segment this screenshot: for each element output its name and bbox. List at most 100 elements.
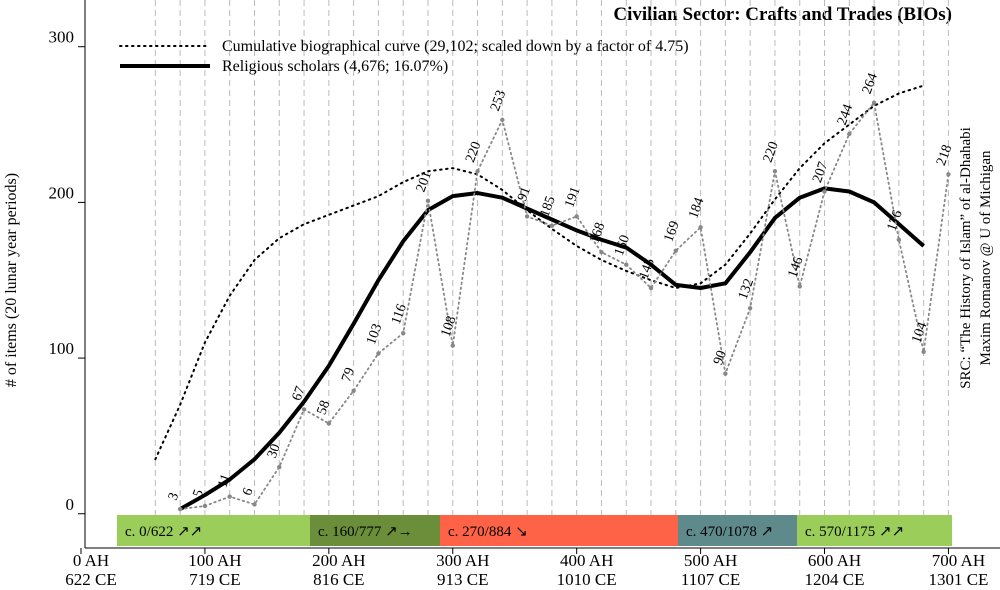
data-label: 132 — [736, 277, 757, 302]
data-point — [277, 464, 282, 470]
data-label: 220 — [463, 140, 484, 165]
data-point — [326, 421, 332, 426]
period-band — [117, 515, 310, 546]
series-line — [179, 100, 950, 510]
data-point — [549, 223, 555, 228]
data-point — [475, 169, 480, 174]
data-point — [871, 100, 877, 105]
data-label: 191 — [513, 185, 534, 210]
data-label: 145 — [637, 257, 658, 282]
data-point — [450, 343, 455, 348]
data-point — [351, 388, 356, 393]
data-label: 6 — [240, 486, 256, 498]
data-label: 184 — [686, 196, 707, 221]
data-point — [946, 172, 951, 177]
data-label: 185 — [538, 194, 559, 219]
x-tick-label: 200 AH — [312, 551, 365, 570]
x-tick-label: 100 AH — [188, 551, 241, 570]
period-label: c. 160/777 ↗→ — [318, 524, 413, 540]
x-tick-label-ce: 622 CE — [65, 570, 116, 589]
data-point — [624, 262, 629, 267]
data-point — [698, 225, 703, 230]
data-label: 30 — [265, 442, 284, 460]
legend-label: Religious scholars (4,676; 16.07%) — [222, 58, 448, 75]
x-tick-label: 700 AH — [932, 551, 985, 570]
y-axis-label: # of items (20 lunar year periods) — [3, 173, 20, 387]
y-tick-label: 300 — [49, 28, 75, 47]
data-point — [747, 306, 753, 311]
x-tick-label-ce: 1107 CE — [681, 570, 740, 589]
data-label: 253 — [488, 88, 509, 113]
period-band — [440, 515, 678, 546]
period-band — [310, 515, 440, 546]
data-point — [921, 349, 926, 355]
data-point — [252, 502, 257, 507]
data-label: 146 — [785, 255, 806, 280]
period-label: c. 270/884 ↘ — [448, 524, 528, 540]
data-label: 264 — [860, 71, 881, 96]
legend-label: Cumulative biographical curve (29,102; s… — [222, 38, 689, 55]
data-point — [599, 250, 604, 255]
data-label: 176 — [885, 208, 906, 233]
data-label: 244 — [835, 102, 856, 127]
data-point — [227, 494, 232, 499]
y-tick-label: 100 — [49, 339, 75, 358]
data-label: 3 — [166, 491, 182, 503]
data-point — [723, 371, 728, 376]
data-label: 11 — [215, 472, 234, 490]
data-label: 90 — [711, 349, 730, 367]
data-label: 104 — [909, 320, 930, 345]
data-label: 116 — [389, 302, 410, 326]
source-note: SRC: “The History of Islam” of al-Dhahab… — [958, 127, 974, 389]
data-label: 220 — [761, 140, 782, 165]
data-label: 169 — [661, 219, 682, 244]
period-label: c. 470/1078 ↗ — [686, 524, 773, 540]
data-point — [847, 131, 852, 137]
y-tick-label: 0 — [66, 495, 75, 514]
data-label: 108 — [438, 314, 459, 339]
data-label: 207 — [810, 160, 831, 185]
data-point — [202, 503, 208, 509]
data-label: 218 — [934, 143, 955, 168]
data-point — [376, 351, 381, 356]
data-point — [177, 506, 183, 512]
data-point — [896, 237, 902, 242]
x-tick-label: 0 AH — [73, 551, 109, 570]
data-label: 103 — [364, 322, 385, 347]
series-line — [179, 186, 925, 511]
data-label: 160 — [612, 233, 633, 258]
data-label: 58 — [315, 399, 334, 417]
period-band — [678, 515, 797, 546]
x-tick-label: 300 AH — [436, 551, 489, 570]
period-band — [797, 515, 952, 546]
data-point — [648, 285, 654, 291]
data-point — [797, 284, 802, 289]
data-point — [574, 214, 579, 219]
y-tick-label: 200 — [49, 183, 75, 202]
data-label: 67 — [290, 385, 309, 403]
data-point — [673, 248, 679, 253]
data-label: 168 — [587, 221, 608, 246]
period-label: c. 570/1175 ↗↗ — [805, 524, 904, 540]
x-tick-label-ce: 913 CE — [437, 570, 488, 589]
data-point — [822, 189, 827, 194]
author-note: Maxim Romanov @ U of Michigan — [978, 150, 994, 366]
x-tick-label-ce: 1301 CE — [928, 570, 988, 589]
series-line — [154, 84, 925, 461]
data-point — [772, 169, 778, 174]
data-point — [400, 330, 406, 336]
x-tick-label-ce: 816 CE — [313, 570, 364, 589]
data-point — [524, 214, 530, 219]
x-tick-label: 400 AH — [560, 551, 613, 570]
data-point — [425, 198, 431, 204]
x-tick-label: 600 AH — [808, 551, 861, 570]
chart-title: Civilian Sector: Crafts and Trades (BIOs… — [613, 4, 952, 25]
data-label: 201 — [414, 169, 435, 194]
x-tick-label-ce: 1204 CE — [805, 570, 865, 589]
period-label: c. 0/622 ↗↗ — [125, 524, 202, 540]
x-tick-label-ce: 1010 CE — [557, 570, 617, 589]
data-point — [301, 407, 307, 412]
data-label: 191 — [562, 185, 583, 210]
x-tick-label: 500 AH — [684, 551, 737, 570]
